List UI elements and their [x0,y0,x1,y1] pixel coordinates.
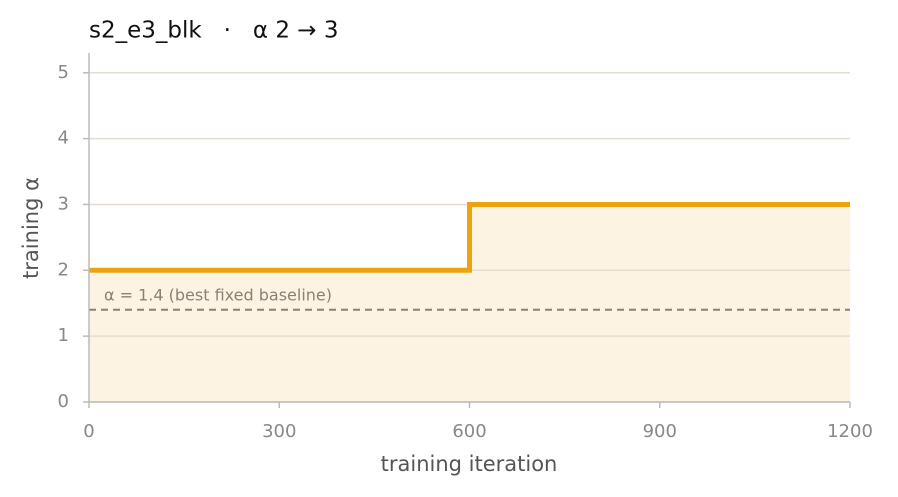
baseline-label: α = 1.4 (best fixed baseline) [104,285,332,304]
y-tick-label: 1 [58,325,69,346]
line [89,201,850,273]
x-tick-label: 600 [452,421,486,442]
x-axis-label: training iteration [381,452,558,476]
y-axis-label: training α [19,177,43,279]
y-tick-label: 3 [58,193,69,214]
x-tick-label: 300 [262,421,296,442]
chart-title: s2_e3_blk · α 2 → 3 [89,18,339,44]
y-tick-label: 5 [58,62,69,83]
x-tick-label: 1200 [827,421,873,442]
y-tick-label: 4 [58,128,69,149]
y-tick-label: 0 [58,391,69,412]
y-tick-label: 2 [58,259,69,280]
x-tick-label: 0 [83,421,94,442]
x-tick-label: 900 [643,421,677,442]
area [89,204,850,402]
